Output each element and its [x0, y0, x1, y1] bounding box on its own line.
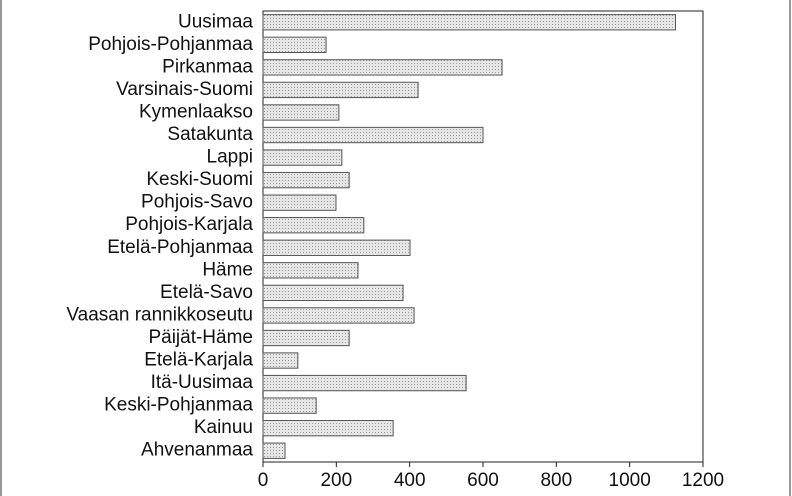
bar: [262, 126, 484, 144]
x-tick-label: 1000: [609, 470, 651, 491]
bar: [262, 262, 359, 279]
bar: [262, 171, 350, 189]
x-tick-label: 800: [540, 470, 572, 491]
bar: [262, 352, 299, 369]
bar: [262, 14, 676, 31]
y-tick-label: Pirkanmaa: [162, 56, 253, 77]
bar: [262, 59, 503, 76]
y-tick-label: Keski-Pohjanmaa: [104, 395, 253, 416]
bar: [262, 194, 337, 211]
y-tick-label: Pohjois-Pohjanmaa: [88, 34, 253, 55]
y-tick-label: Satakunta: [167, 124, 253, 145]
x-tick-label: 600: [467, 470, 499, 491]
plot-frame: [262, 10, 704, 463]
bar: [262, 239, 411, 256]
bar: [262, 36, 327, 53]
y-tick-label: Keski-Suomi: [146, 169, 253, 190]
bar: [262, 374, 467, 392]
bar: [262, 149, 343, 166]
y-tick-label: Uusimaa: [178, 11, 253, 32]
x-tick-label: 0: [258, 470, 269, 491]
bar: [262, 420, 394, 437]
y-tick-label: Ahvenanmaa: [141, 440, 253, 461]
x-tick-label: 1200: [682, 470, 724, 491]
y-tick-label: Vaasan rannikkoseutu: [66, 304, 253, 325]
y-tick-label: Kainuu: [194, 417, 253, 438]
y-tick-label: Kymenlaakso: [139, 101, 253, 122]
y-tick-label: Pohjois-Savo: [141, 192, 253, 213]
bar: [262, 217, 365, 234]
y-tick-label: Häme: [202, 259, 253, 280]
y-tick-label: Päijät-Häme: [148, 327, 253, 348]
bar: [262, 442, 286, 459]
y-tick-label: Etelä-Karjala: [144, 350, 253, 371]
bar: [262, 104, 340, 121]
y-tick-label: Varsinais-Suomi: [116, 79, 253, 100]
x-tick-label: 400: [394, 470, 426, 491]
bar: [262, 329, 350, 347]
y-tick-label: Pohjois-Karjala: [125, 214, 253, 235]
x-tick-label: 200: [320, 470, 352, 491]
y-tick-label: Itä-Uusimaa: [151, 372, 254, 393]
bar: [262, 397, 317, 414]
y-tick-label: Etelä-Pohjanmaa: [107, 237, 253, 258]
bar: [262, 307, 415, 324]
y-tick-label: Lappi: [207, 147, 254, 168]
bar: [262, 81, 419, 99]
y-tick-label: Etelä-Savo: [160, 282, 253, 303]
bar: [262, 284, 404, 302]
